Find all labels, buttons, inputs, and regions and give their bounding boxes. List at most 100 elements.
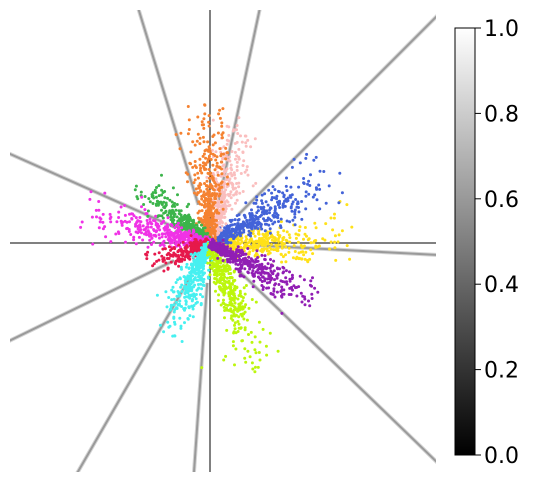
point: [109, 220, 112, 223]
point: [225, 207, 228, 210]
point: [189, 276, 192, 279]
point: [186, 236, 189, 239]
point: [148, 233, 151, 236]
point: [213, 277, 216, 280]
point: [243, 357, 246, 360]
point: [217, 250, 220, 253]
point: [264, 229, 267, 232]
point: [307, 238, 310, 241]
point: [230, 291, 233, 294]
point: [230, 164, 233, 167]
point: [206, 140, 209, 143]
point: [179, 276, 182, 279]
point: [222, 242, 225, 245]
point: [263, 239, 266, 242]
point: [280, 312, 283, 315]
point: [234, 218, 237, 221]
point: [164, 247, 167, 250]
point: [214, 258, 217, 261]
point: [177, 254, 180, 257]
point: [204, 260, 207, 263]
point: [149, 200, 152, 203]
point: [202, 200, 205, 203]
colorbar-tick-label: 0.6: [484, 188, 519, 213]
point: [208, 245, 211, 248]
point: [257, 216, 260, 219]
point: [222, 299, 225, 302]
point: [261, 233, 264, 236]
point: [251, 228, 254, 231]
point: [318, 188, 321, 191]
point: [196, 140, 199, 143]
point: [218, 109, 221, 112]
point: [79, 226, 82, 229]
point: [265, 345, 268, 348]
point: [246, 165, 249, 168]
point: [145, 212, 148, 215]
point: [233, 305, 236, 308]
point: [248, 239, 251, 242]
point: [303, 278, 306, 281]
background-line-3: [5, 0, 198, 205]
point: [135, 221, 138, 224]
point: [193, 278, 196, 281]
point: [267, 286, 270, 289]
point: [230, 182, 233, 185]
point: [239, 134, 242, 137]
point: [267, 217, 270, 220]
point: [193, 173, 196, 176]
point: [337, 201, 340, 204]
point: [301, 250, 304, 253]
point: [281, 280, 284, 283]
point: [224, 355, 227, 358]
point: [348, 258, 351, 261]
point: [294, 198, 297, 201]
point: [199, 167, 202, 170]
point: [156, 294, 159, 297]
point: [232, 289, 235, 292]
point: [203, 112, 206, 115]
point: [192, 231, 195, 234]
point: [194, 164, 197, 167]
point: [201, 231, 204, 234]
point: [140, 231, 143, 234]
point: [310, 241, 313, 244]
point: [187, 286, 190, 289]
point: [267, 189, 270, 192]
point: [285, 280, 288, 283]
point: [188, 267, 191, 270]
point: [235, 128, 238, 131]
point: [285, 239, 288, 242]
point: [166, 214, 169, 217]
point: [260, 254, 263, 257]
point: [145, 231, 148, 234]
point: [103, 192, 106, 195]
point: [176, 230, 179, 233]
point: [315, 156, 318, 159]
point: [217, 184, 220, 187]
point: [285, 177, 288, 180]
point: [217, 132, 220, 135]
point: [186, 274, 189, 277]
point: [275, 195, 278, 198]
point: [221, 107, 224, 110]
point: [240, 241, 243, 244]
point: [142, 224, 145, 227]
point: [211, 221, 214, 224]
point: [222, 191, 225, 194]
point: [225, 237, 228, 240]
point: [199, 189, 202, 192]
point: [266, 277, 269, 280]
point: [338, 233, 341, 236]
point: [262, 288, 265, 291]
point: [309, 173, 312, 176]
point: [187, 216, 190, 219]
point: [204, 246, 207, 249]
point: [236, 165, 239, 168]
point: [273, 188, 276, 191]
point: [97, 209, 100, 212]
point: [252, 184, 255, 187]
point: [150, 243, 153, 246]
point: [185, 171, 188, 174]
point: [257, 206, 260, 209]
